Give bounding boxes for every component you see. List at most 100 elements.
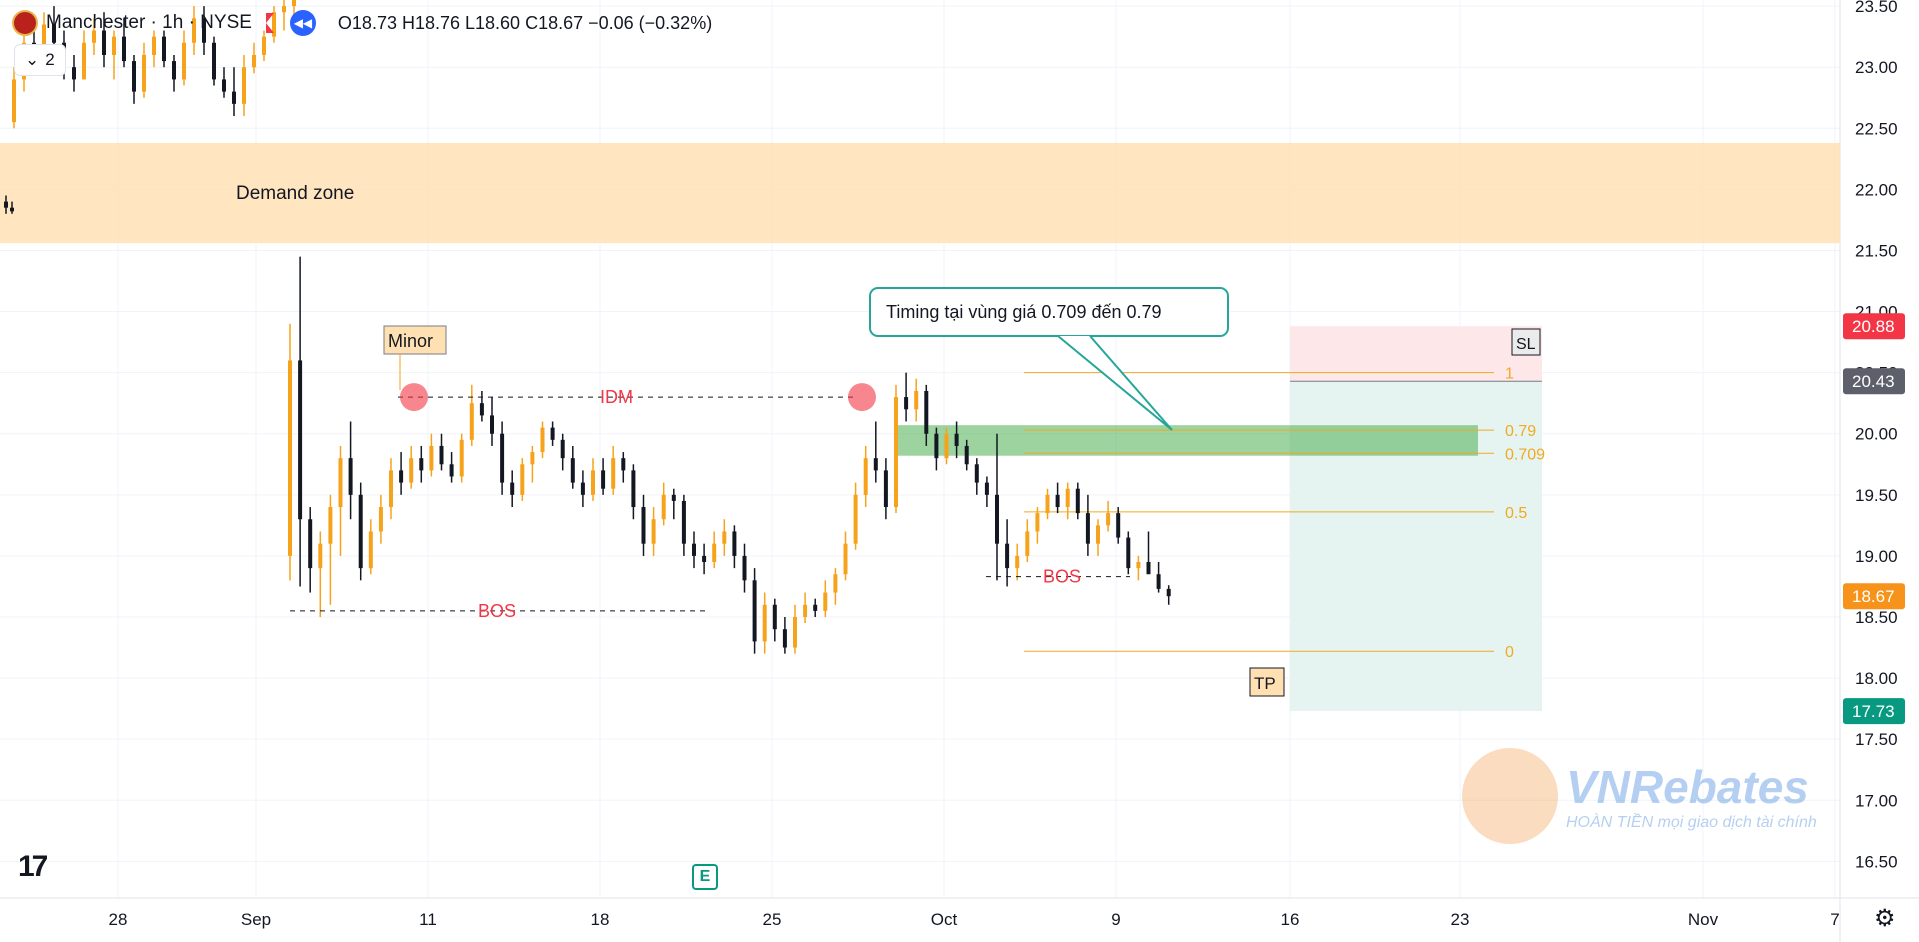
candle-body — [894, 397, 898, 508]
candle-body — [409, 458, 414, 483]
x-tick-label: 25 — [763, 910, 782, 929]
candle-body — [1116, 513, 1121, 538]
y-tick-label: 19.50 — [1855, 486, 1898, 505]
y-tick-label: 22.50 — [1855, 119, 1898, 138]
candle-body — [172, 61, 176, 80]
y-tick-label: 22.00 — [1855, 180, 1898, 199]
minor-label-box — [383, 325, 447, 355]
candle-body — [328, 507, 333, 544]
y-tick-label: 16.50 — [1855, 852, 1898, 871]
candle-body — [1136, 562, 1141, 569]
y-tick-label: 17.50 — [1855, 730, 1898, 749]
candle-body — [974, 464, 979, 483]
price-badge-level — [1843, 368, 1905, 395]
candle-body — [964, 445, 969, 465]
x-tick-label: Nov — [1688, 910, 1719, 929]
candle-body — [82, 42, 86, 80]
candle-body — [1025, 531, 1030, 556]
earnings-icon[interactable]: E — [692, 864, 718, 890]
candle-body — [479, 403, 484, 416]
indicator-counter[interactable]: ⌄ 2 — [14, 44, 66, 76]
candle-body — [288, 360, 292, 556]
candle-body — [510, 482, 515, 495]
symbol-logo-icon — [12, 10, 38, 36]
price-badge-label-level: 20.43 — [1852, 372, 1895, 391]
candle-body — [580, 482, 585, 495]
candle-body — [863, 458, 868, 495]
candle-body — [611, 458, 616, 489]
candle-body — [641, 507, 646, 544]
candle-body — [1106, 513, 1111, 526]
candle-body — [550, 427, 555, 440]
candle-body — [732, 531, 737, 556]
candle-body — [338, 458, 343, 508]
candle-body — [469, 403, 474, 440]
candle-body — [914, 390, 919, 410]
candle-body — [752, 580, 757, 642]
candle-body — [132, 61, 136, 92]
flag-icon[interactable] — [265, 13, 274, 33]
candle-body — [252, 54, 256, 68]
y-tick-label: 21.50 — [1855, 241, 1898, 260]
candle-body — [192, 18, 196, 43]
candle-body — [368, 531, 373, 569]
x-tick-label: 9 — [1111, 910, 1120, 929]
candle-body — [651, 519, 656, 544]
candle-body — [500, 433, 505, 483]
candle-body — [924, 390, 929, 434]
price-badge-tp — [1843, 698, 1905, 725]
candle-body — [661, 494, 666, 520]
y-tick-label: 18.50 — [1855, 608, 1898, 627]
sl-label-box — [1511, 328, 1541, 356]
x-tick-label: 11 — [419, 910, 437, 929]
counter-value: 2 — [45, 50, 55, 69]
x-tick-label: 23 — [1451, 910, 1470, 929]
x-tick-label: 7 — [1830, 910, 1839, 929]
callout-box — [869, 287, 1229, 337]
candle-body — [282, 6, 286, 13]
fib-level-label: 0.709 — [1505, 446, 1545, 463]
x-tick-label: Sep — [241, 910, 271, 929]
candle-body — [52, 24, 56, 43]
candle-body — [1055, 494, 1060, 508]
candle-body — [934, 433, 939, 459]
candle-body — [530, 452, 535, 465]
y-tick-label: 19.00 — [1855, 547, 1898, 566]
candle-body — [984, 482, 989, 495]
watermark-tagline: HOÀN TIỀN mọi giao dịch tài chính — [1566, 814, 1817, 831]
rewind-icon[interactable]: ◀◀ — [289, 10, 316, 36]
candle-body — [1065, 488, 1070, 508]
candle-body — [995, 494, 999, 544]
candle-body — [1156, 574, 1161, 589]
candle-body — [449, 464, 454, 477]
candle-body — [803, 604, 808, 617]
candle-body — [591, 470, 595, 495]
candle-body — [944, 433, 949, 459]
candle-body — [182, 42, 186, 80]
price-badge-sl — [1843, 313, 1905, 340]
fib-level-label: 0.5 — [1505, 505, 1527, 522]
candle-body — [883, 470, 888, 508]
symbol-title[interactable]: Manchester · 1h · NYSE — [46, 12, 252, 33]
tradingview-logo-icon[interactable]: 17 — [18, 850, 48, 883]
candle-body — [853, 494, 858, 544]
candle-body — [692, 543, 696, 556]
candle-body — [272, 12, 276, 37]
candle-body — [520, 464, 525, 495]
symbol-header[interactable]: Manchester · 1h · NYSE ◀◀ O18.73 H18.76 … — [12, 10, 712, 36]
demand-zone-label: Demand zone — [236, 183, 354, 204]
candle-body — [222, 79, 226, 92]
candle-body — [722, 531, 727, 544]
candle-body — [348, 458, 353, 495]
candle-body — [419, 458, 424, 471]
candle-body — [1166, 588, 1171, 597]
candle-body — [843, 543, 848, 575]
candle-body — [1075, 488, 1080, 514]
callout-text: Timing tại vùng giá 0.709 đến 0.79 — [886, 302, 1162, 322]
candle-body — [212, 42, 216, 80]
candle-body — [399, 470, 404, 483]
idm-marker-left — [400, 383, 428, 412]
candle-body — [162, 36, 166, 62]
gear-icon[interactable]: ⚙ — [1874, 905, 1896, 932]
